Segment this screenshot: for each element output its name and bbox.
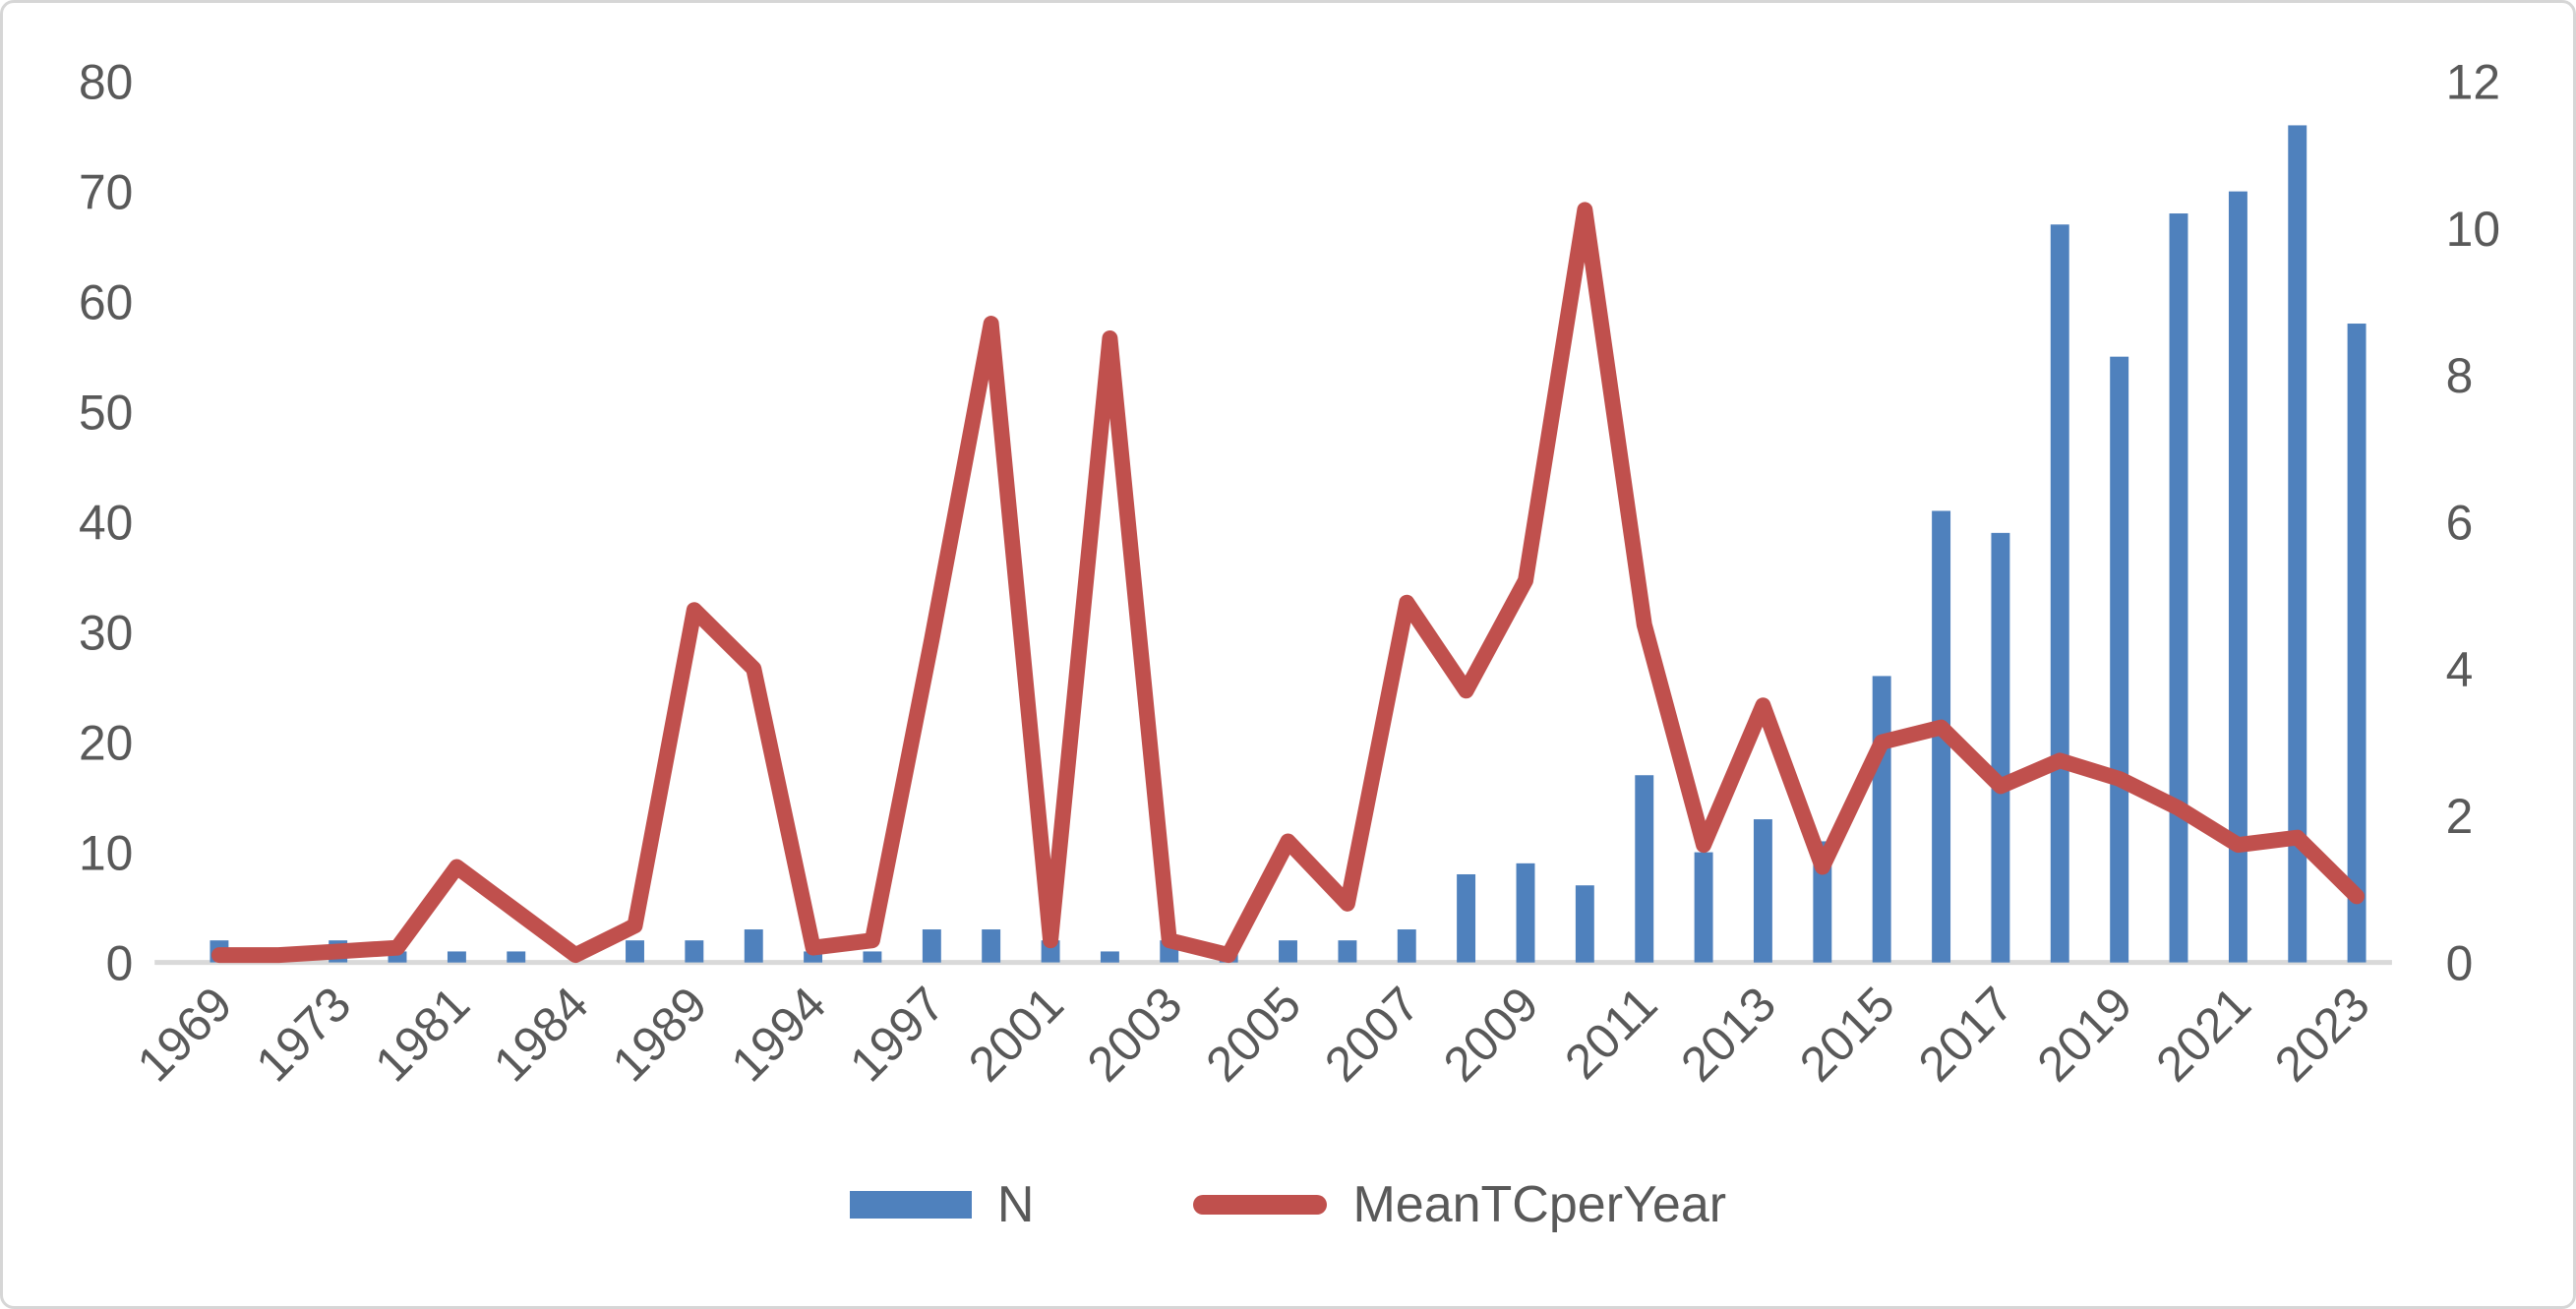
bar-2013 [1753, 819, 1772, 963]
x-label-2023: 2023 [2264, 977, 2380, 1093]
bar-slot34 [2169, 213, 2188, 963]
bar-slot36 [2288, 125, 2307, 963]
line-series [210, 202, 2366, 964]
left-tick-40: 40 [79, 496, 133, 551]
bar-slot12 [863, 951, 882, 963]
x-label-2003: 2003 [1077, 977, 1193, 1093]
left-axis-ticks: 0 10 20 30 40 50 60 70 80 [79, 55, 133, 991]
x-label-1997: 1997 [839, 977, 955, 1093]
legend-label-n: N [996, 1176, 1035, 1233]
right-tick-12: 12 [2446, 55, 2500, 110]
x-label-2009: 2009 [1433, 977, 1549, 1093]
x-label-2013: 2013 [1670, 977, 1786, 1093]
bar-2009 [1516, 863, 1535, 963]
bar-2023 [2347, 324, 2366, 963]
bar-1981 [447, 951, 466, 963]
x-label-2021: 2021 [2145, 977, 2261, 1093]
bar-slot14 [982, 929, 1001, 963]
bar-1997 [922, 929, 941, 963]
right-tick-8: 8 [2446, 348, 2474, 403]
bar-2011 [1635, 775, 1654, 963]
bar-2005 [1279, 940, 1297, 963]
x-axis-labels: 1969 1973 1981 1984 1989 1994 1997 2001 2003 2005… [127, 977, 2380, 1093]
right-tick-4: 4 [2446, 642, 2474, 697]
right-tick-6: 6 [2446, 496, 2474, 551]
meantc-line [210, 202, 2366, 964]
combo-chart: 0 10 20 30 40 50 60 70 80 0 2 4 6 8 10 12 1969 1973 1981… [79, 55, 2500, 1093]
bar-2021 [2228, 191, 2247, 963]
x-label-2001: 2001 [958, 977, 1074, 1093]
bar-slot6 [507, 951, 526, 963]
x-label-2019: 2019 [2026, 977, 2142, 1093]
bar-2017 [1991, 532, 2010, 963]
bar-2015 [1872, 676, 1891, 963]
left-tick-30: 30 [79, 606, 133, 661]
legend: N MeanTCperYear [3, 1179, 2573, 1230]
bar-slot22 [1457, 873, 1476, 963]
right-tick-0: 0 [2446, 936, 2474, 991]
bar-1994 [804, 951, 823, 963]
x-label-2005: 2005 [1195, 977, 1311, 1093]
x-label-2017: 2017 [1908, 977, 2024, 1093]
x-label-1984: 1984 [483, 977, 599, 1093]
left-tick-0: 0 [106, 936, 134, 991]
x-label-1994: 1994 [720, 977, 836, 1093]
left-tick-50: 50 [79, 386, 133, 441]
x-label-1989: 1989 [602, 977, 718, 1093]
left-tick-80: 80 [79, 55, 133, 110]
legend-bar-swatch [849, 1191, 972, 1219]
right-axis-ticks: 0 2 4 6 8 10 12 [2446, 55, 2500, 991]
bar-slot24 [1575, 885, 1594, 963]
right-tick-2: 2 [2446, 789, 2474, 844]
bar-slot26 [1694, 852, 1713, 963]
x-label-1973: 1973 [245, 977, 361, 1093]
left-tick-60: 60 [79, 275, 133, 330]
x-label-2007: 2007 [1314, 977, 1430, 1093]
bar-slot20 [1338, 940, 1357, 963]
bar-1989 [685, 940, 704, 963]
left-tick-70: 70 [79, 165, 133, 220]
bar-slot10 [744, 929, 763, 963]
bar-slot16 [1100, 951, 1119, 963]
legend-spacer [1059, 1205, 1168, 1206]
left-tick-10: 10 [79, 826, 133, 881]
bar-slot4 [388, 951, 407, 963]
x-label-2011: 2011 [1554, 977, 1667, 1090]
bar-series [210, 125, 2366, 963]
right-tick-10: 10 [2446, 202, 2500, 257]
x-label-1981: 1981 [364, 977, 480, 1093]
bar-2007 [1397, 929, 1416, 963]
x-label-2015: 2015 [1789, 977, 1905, 1093]
x-label-1969: 1969 [127, 977, 243, 1093]
legend-line-swatch [1193, 1195, 1328, 1215]
legend-label-meantc: MeanTCperYear [1352, 1176, 1727, 1233]
bar-2019 [2110, 356, 2129, 963]
bar-slot32 [2050, 224, 2069, 963]
left-tick-20: 20 [79, 716, 133, 771]
bar-slot8 [626, 940, 644, 963]
